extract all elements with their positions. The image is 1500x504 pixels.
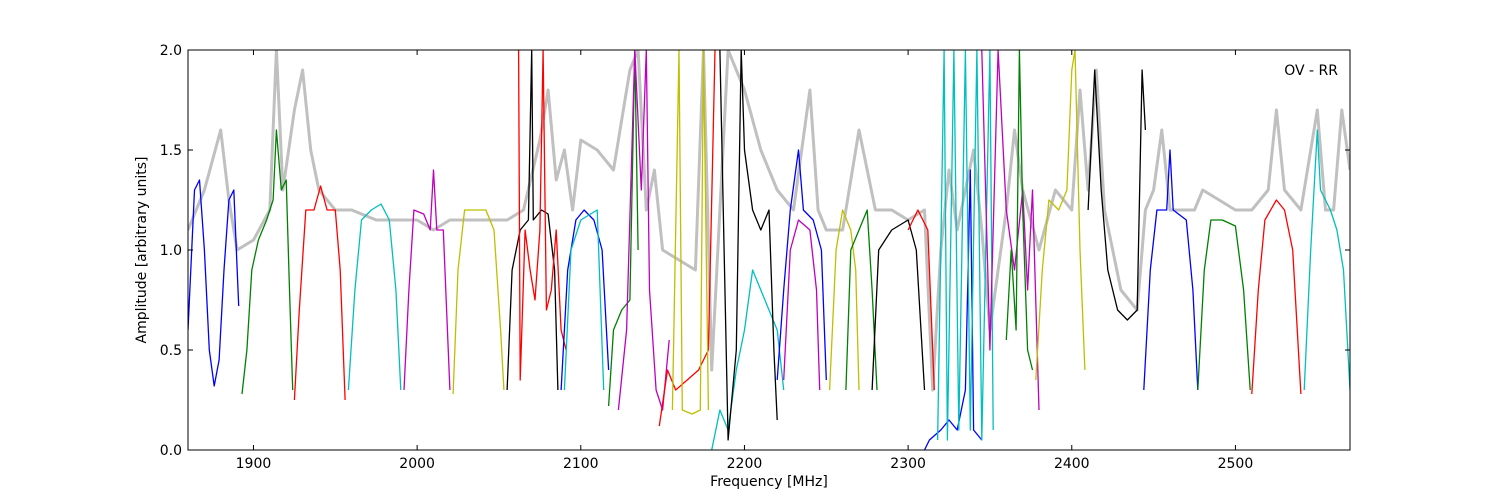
series-line-14 <box>671 50 710 415</box>
series-line-29 <box>1143 149 1199 391</box>
series-line-8 <box>517 50 567 381</box>
series-line-3 <box>293 185 346 401</box>
x-tick-label: 1900 <box>236 456 272 472</box>
series-line-16 <box>719 50 778 441</box>
x-tick-label: 2200 <box>727 456 763 472</box>
series-line-17 <box>776 149 827 381</box>
y-tick-label: 0.5 <box>160 343 182 359</box>
chart-annotation: OV - RR <box>1284 63 1338 79</box>
series-line-2 <box>241 129 294 395</box>
series-line-25 <box>981 50 1040 411</box>
series-line-30 <box>1197 219 1251 391</box>
series-line-6 <box>452 209 505 395</box>
series-line-24 <box>936 50 994 441</box>
series-line-21 <box>871 219 926 391</box>
series-line-9 <box>560 209 610 391</box>
y-tick-label: 1.0 <box>160 243 182 259</box>
series-line-11 <box>607 50 639 407</box>
y-tick-label: 0.0 <box>160 443 182 459</box>
series-line-32 <box>1303 129 1350 391</box>
series-line-19 <box>828 209 860 391</box>
x-axis-label: Frequency [MHz] <box>710 474 828 490</box>
plot-background <box>188 50 1350 450</box>
series-line-18 <box>783 219 821 391</box>
series-line-28 <box>1087 69 1147 321</box>
series-line-22 <box>907 209 935 391</box>
series-line-27 <box>1035 50 1086 381</box>
series-line-26 <box>1005 50 1034 371</box>
series-line-31 <box>1251 199 1302 395</box>
series-line-20 <box>845 209 878 391</box>
series-line-5 <box>403 169 451 391</box>
x-tick-label: 2500 <box>1218 456 1254 472</box>
series-line-23 <box>923 169 983 450</box>
x-tick-label: 2400 <box>1054 456 1090 472</box>
x-tick-label: 2000 <box>399 456 435 472</box>
series-line-10 <box>563 209 605 391</box>
series-line-13 <box>658 50 716 427</box>
y-axis-label: Amplitude [arbitrary units] <box>134 157 150 344</box>
background-envelope-line <box>188 50 1350 392</box>
series-line-1 <box>188 179 240 387</box>
x-tick-label: 2100 <box>563 456 599 472</box>
y-tick-label: 2.0 <box>160 43 182 59</box>
series-line-4 <box>347 203 402 391</box>
series-line-7 <box>506 50 559 391</box>
y-tick-label: 1.5 <box>160 143 182 159</box>
series-line-12 <box>617 50 670 411</box>
x-tick-label: 2300 <box>890 456 926 472</box>
